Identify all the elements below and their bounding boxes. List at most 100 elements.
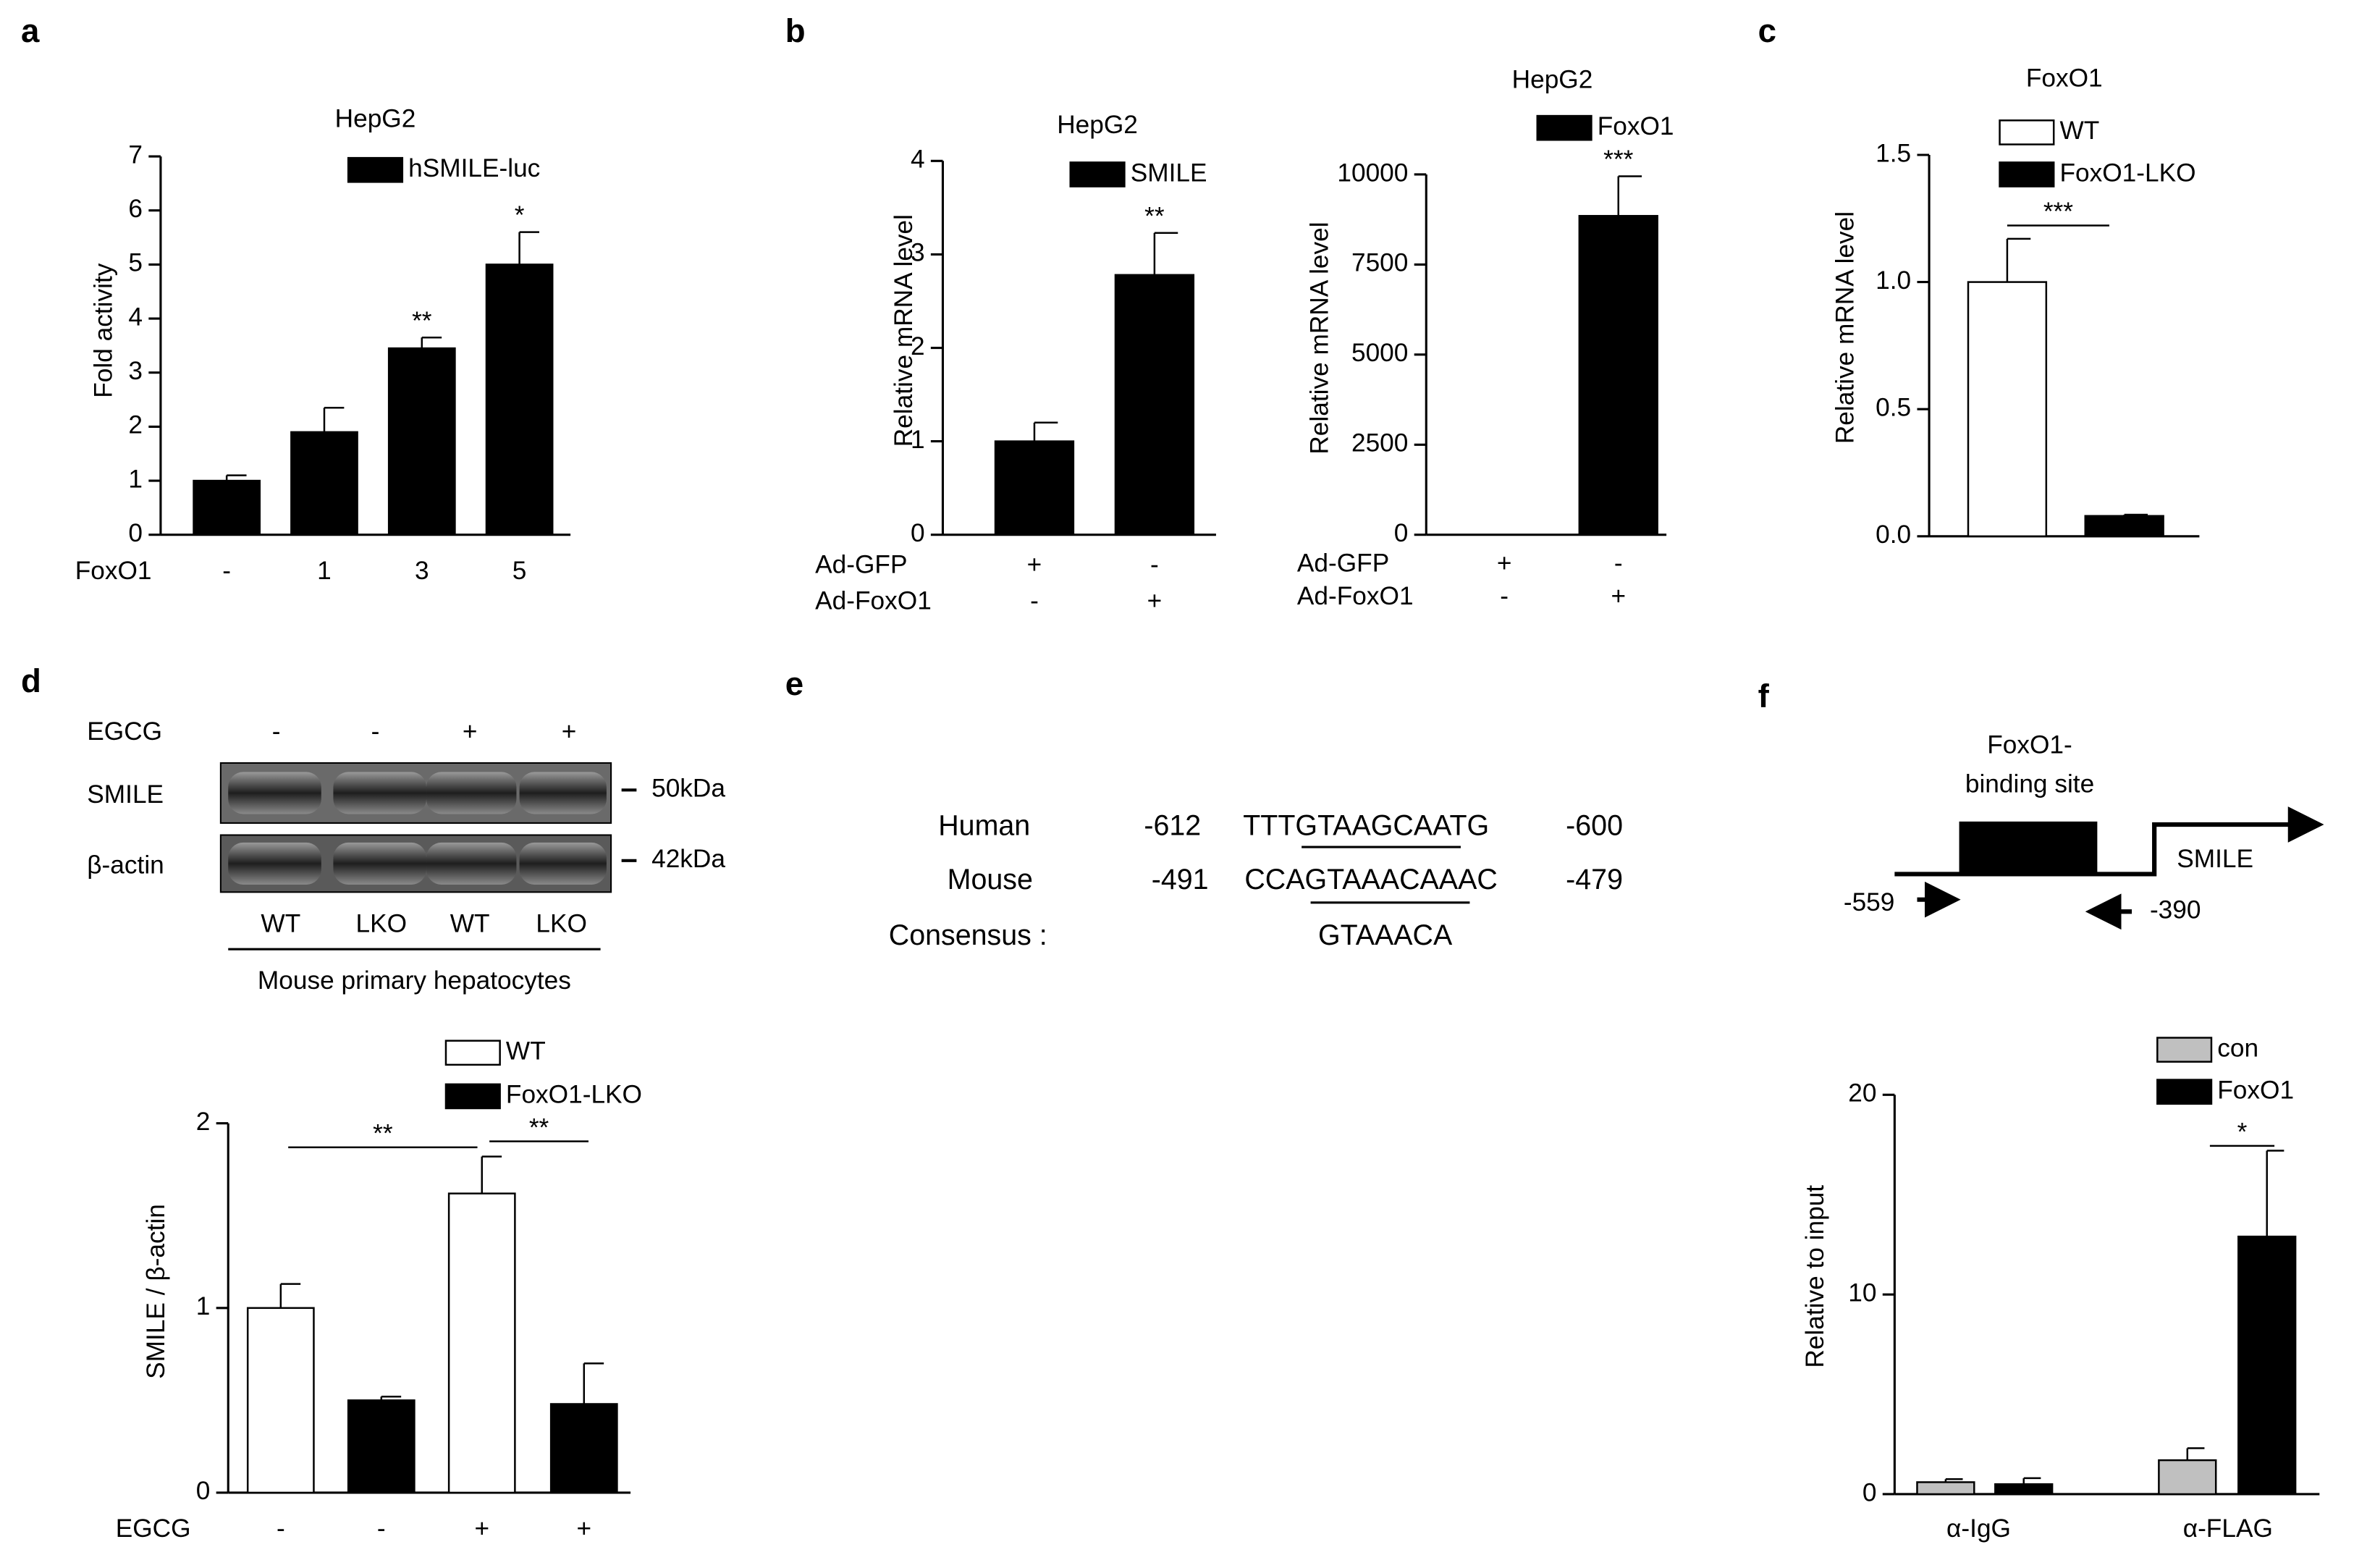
x-tick-label: + <box>1147 586 1163 615</box>
blot-band <box>333 842 427 885</box>
start-pos: -612 <box>1144 810 1201 842</box>
y-axis-label: Relative mRNA level <box>1831 211 1859 444</box>
y-tick-label: 1.5 <box>1876 139 1911 167</box>
blot-row-label: SMILE <box>87 780 164 809</box>
legend-swatch <box>1999 161 2055 187</box>
x-tick-label: - <box>222 557 231 585</box>
end-pos: -479 <box>1566 864 1623 895</box>
chart-title: HepG2 <box>1057 111 1138 139</box>
row-label: Ad-GFP <box>1297 549 1389 578</box>
legend-label: FoxO1-LKO <box>2060 159 2196 187</box>
row-label: Ad-GFP <box>815 551 907 579</box>
legend-swatch <box>347 156 404 183</box>
x-tick-label: - <box>377 1514 386 1543</box>
panel-label: d <box>21 662 41 699</box>
panel-label: a <box>21 12 40 49</box>
legend-label: FoxO1-LKO <box>506 1081 642 1109</box>
bar <box>2237 1235 2297 1496</box>
y-axis-label: Fold activity <box>89 263 117 397</box>
y-tick-label: 2 <box>128 411 143 439</box>
bar <box>387 347 456 536</box>
panel-label: f <box>1758 678 1770 715</box>
legend-label: FoxO1 <box>2217 1076 2294 1104</box>
blot-size: 50kDa <box>651 775 725 803</box>
primer-label: -390 <box>2150 896 2201 924</box>
binding-site <box>1959 821 2098 874</box>
x-tick-label: α-IgG <box>1946 1514 2011 1543</box>
blot-lane: - <box>371 717 380 746</box>
blot-band <box>426 842 517 885</box>
bar <box>193 479 261 536</box>
row-label: Ad-FoxO1 <box>1297 582 1414 610</box>
blot-band <box>333 772 427 814</box>
y-axis-label: Relative mRNA level <box>1305 222 1333 454</box>
x-tick-label: 5 <box>512 557 527 585</box>
x-tick-label: - <box>277 1514 285 1543</box>
legend-label: con <box>2217 1034 2258 1062</box>
x-tick-label: + <box>576 1514 591 1543</box>
y-axis-label: Relative to input <box>1801 1185 1829 1368</box>
blot-caption: Mouse primary hepatocytes <box>258 966 571 995</box>
row-label: EGCG <box>116 1514 191 1543</box>
y-tick-label: 5 <box>128 249 143 277</box>
gene-label: SMILE <box>2177 845 2253 873</box>
y-tick-label: 6 <box>128 195 143 223</box>
y-tick-label: 1 <box>128 465 143 493</box>
legend-label: SMILE <box>1131 159 1207 187</box>
bar <box>1967 281 2048 538</box>
bar <box>246 1307 315 1494</box>
consensus-sequence: GTAAACA <box>1318 919 1453 951</box>
blot-treatment: EGCG <box>87 717 162 746</box>
blot-size: 42kDa <box>651 845 725 873</box>
x-tick-label: - <box>1614 549 1623 578</box>
end-pos: -600 <box>1566 810 1623 842</box>
y-tick-label: 3 <box>128 357 143 385</box>
significance: * <box>2237 1118 2248 1147</box>
y-tick-label: 0.0 <box>1876 520 1911 549</box>
significance: ** <box>529 1113 549 1142</box>
legend-label: WT <box>2060 117 2100 145</box>
y-tick-label: 10 <box>1848 1278 1876 1307</box>
bar <box>1916 1481 1975 1496</box>
legend-label: WT <box>506 1037 546 1066</box>
blot-band <box>519 772 607 814</box>
y-tick-label: 20 <box>1848 1079 1876 1108</box>
y-axis-label: SMILE / β-actin <box>142 1204 170 1379</box>
x-tick-label: - <box>1500 582 1509 610</box>
blot-genotype: WT <box>261 909 300 937</box>
legend-label: hSMILE-luc <box>408 154 540 182</box>
western-blot: EGCG - - + + SMILE β-actin 50kDa 42kDa W… <box>87 717 725 995</box>
x-tick-label: + <box>474 1514 489 1543</box>
bar <box>447 1192 516 1494</box>
bar <box>1114 274 1195 536</box>
gene-line <box>1894 806 2324 877</box>
y-tick-label: 2 <box>911 332 925 361</box>
y-tick-label: 7 <box>128 140 143 169</box>
panel-label: b <box>785 12 806 49</box>
significance: ** <box>412 307 432 335</box>
y-tick-label: 2500 <box>1351 429 1408 458</box>
y-axis-label: Relative mRNA level <box>890 214 918 447</box>
y-tick-label: 1 <box>196 1292 211 1320</box>
y-tick-label: 0 <box>128 519 143 547</box>
legend-swatch <box>1999 119 2055 146</box>
blot-lane: + <box>463 717 478 746</box>
row-label: FoxO1 <box>75 557 152 585</box>
chart-title: HepG2 <box>1512 66 1593 94</box>
y-tick-label: 0 <box>196 1477 211 1505</box>
y-tick-label: 0 <box>1394 519 1409 547</box>
y-tick-label: 0 <box>911 519 925 547</box>
y-tick-label: 1.0 <box>1876 266 1911 295</box>
y-tick-label: 0.5 <box>1876 394 1911 422</box>
y-tick-label: 7500 <box>1351 249 1408 277</box>
legend-swatch <box>2156 1079 2213 1105</box>
significance: *** <box>2043 198 2073 226</box>
primer-label: -559 <box>1844 888 1895 916</box>
chart-title: FoxO1 <box>2026 64 2103 93</box>
y-tick-label: 4 <box>128 303 143 331</box>
legend-swatch <box>444 1040 501 1066</box>
x-tick-label: α-FLAG <box>2183 1514 2273 1543</box>
bar <box>549 1403 618 1494</box>
